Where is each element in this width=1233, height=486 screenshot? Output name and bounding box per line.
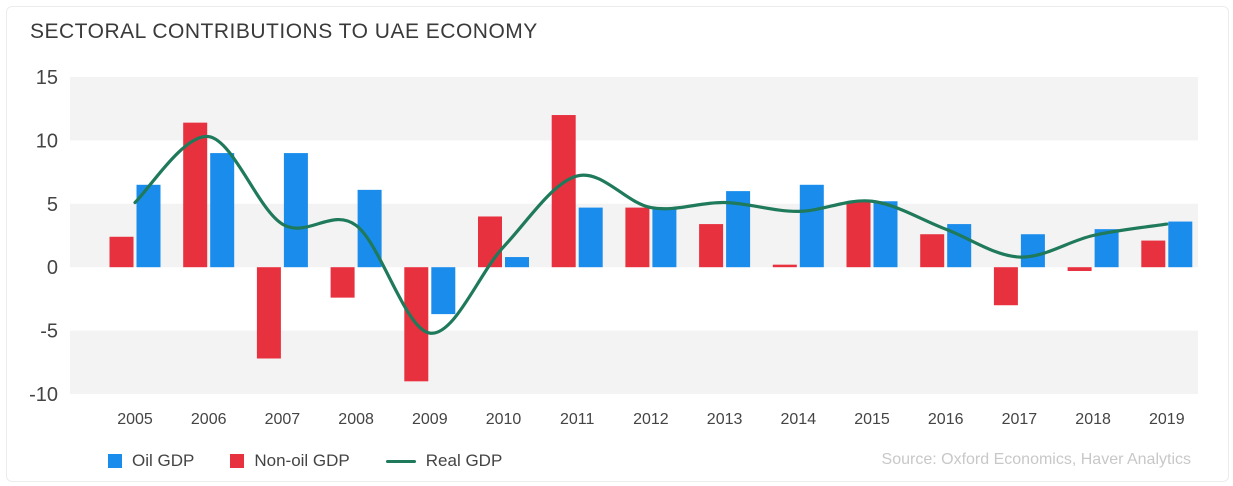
x-tick-label: 2005 <box>117 411 153 428</box>
x-tick-label: 2010 <box>486 411 522 428</box>
grid-band <box>70 331 1198 394</box>
y-tick-label: 0 <box>47 257 58 279</box>
bar-oil <box>800 185 824 267</box>
y-tick-label: 15 <box>36 67 58 89</box>
legend-label-oil: Oil GDP <box>132 451 194 471</box>
legend-item-real-gdp: Real GDP <box>386 451 503 471</box>
y-tick-label: 10 <box>36 130 58 152</box>
y-tick-label: -5 <box>40 321 58 343</box>
bar-oil <box>652 209 676 267</box>
legend: Oil GDP Non-oil GDP Real GDP <box>108 451 538 471</box>
legend-label-non-oil: Non-oil GDP <box>254 451 349 471</box>
bar-oil <box>1021 234 1045 267</box>
bar-non-oil <box>994 267 1018 305</box>
x-tick-label: 2007 <box>265 411 301 428</box>
bar-oil <box>874 201 898 267</box>
bar-non-oil <box>1141 241 1165 268</box>
legend-item-oil: Oil GDP <box>108 451 194 471</box>
bar-oil <box>505 257 529 267</box>
x-tick-label: 2013 <box>707 411 743 428</box>
bar-non-oil <box>920 234 944 267</box>
x-tick-label: 2009 <box>412 411 448 428</box>
bar-oil <box>579 208 603 268</box>
bar-non-oil <box>625 208 649 268</box>
bar-non-oil <box>1068 267 1092 271</box>
bar-non-oil <box>478 216 502 267</box>
bar-oil <box>1168 222 1192 268</box>
x-tick-label: 2012 <box>633 411 669 428</box>
y-tick-label: 5 <box>47 194 58 216</box>
x-tick-label: 2011 <box>560 411 595 428</box>
bar-non-oil <box>847 201 871 267</box>
x-tick-label: 2006 <box>191 411 227 428</box>
legend-swatch-oil <box>108 454 122 468</box>
bar-non-oil <box>699 224 723 267</box>
bar-oil <box>284 153 308 267</box>
x-tick-label: 2017 <box>1002 411 1038 428</box>
bar-non-oil <box>257 267 281 358</box>
legend-swatch-non-oil <box>230 454 244 468</box>
x-tick-label: 2018 <box>1075 411 1111 428</box>
x-tick-label: 2015 <box>854 411 890 428</box>
bar-oil <box>210 153 234 267</box>
legend-label-real-gdp: Real GDP <box>426 451 503 471</box>
x-tick-label: 2008 <box>338 411 374 428</box>
legend-swatch-real-gdp <box>386 460 416 463</box>
x-tick-label: 2016 <box>928 411 964 428</box>
bar-oil <box>431 267 455 314</box>
bar-non-oil <box>331 267 355 297</box>
x-tick-label: 2014 <box>781 411 817 428</box>
x-tick-label: 2019 <box>1149 411 1185 428</box>
grid-band <box>70 77 1198 140</box>
y-tick-label: -10 <box>29 384 58 406</box>
source-note: Source: Oxford Economics, Haver Analytic… <box>882 451 1191 469</box>
bar-non-oil <box>773 265 797 268</box>
legend-item-non-oil: Non-oil GDP <box>230 451 349 471</box>
bar-non-oil <box>110 237 134 267</box>
